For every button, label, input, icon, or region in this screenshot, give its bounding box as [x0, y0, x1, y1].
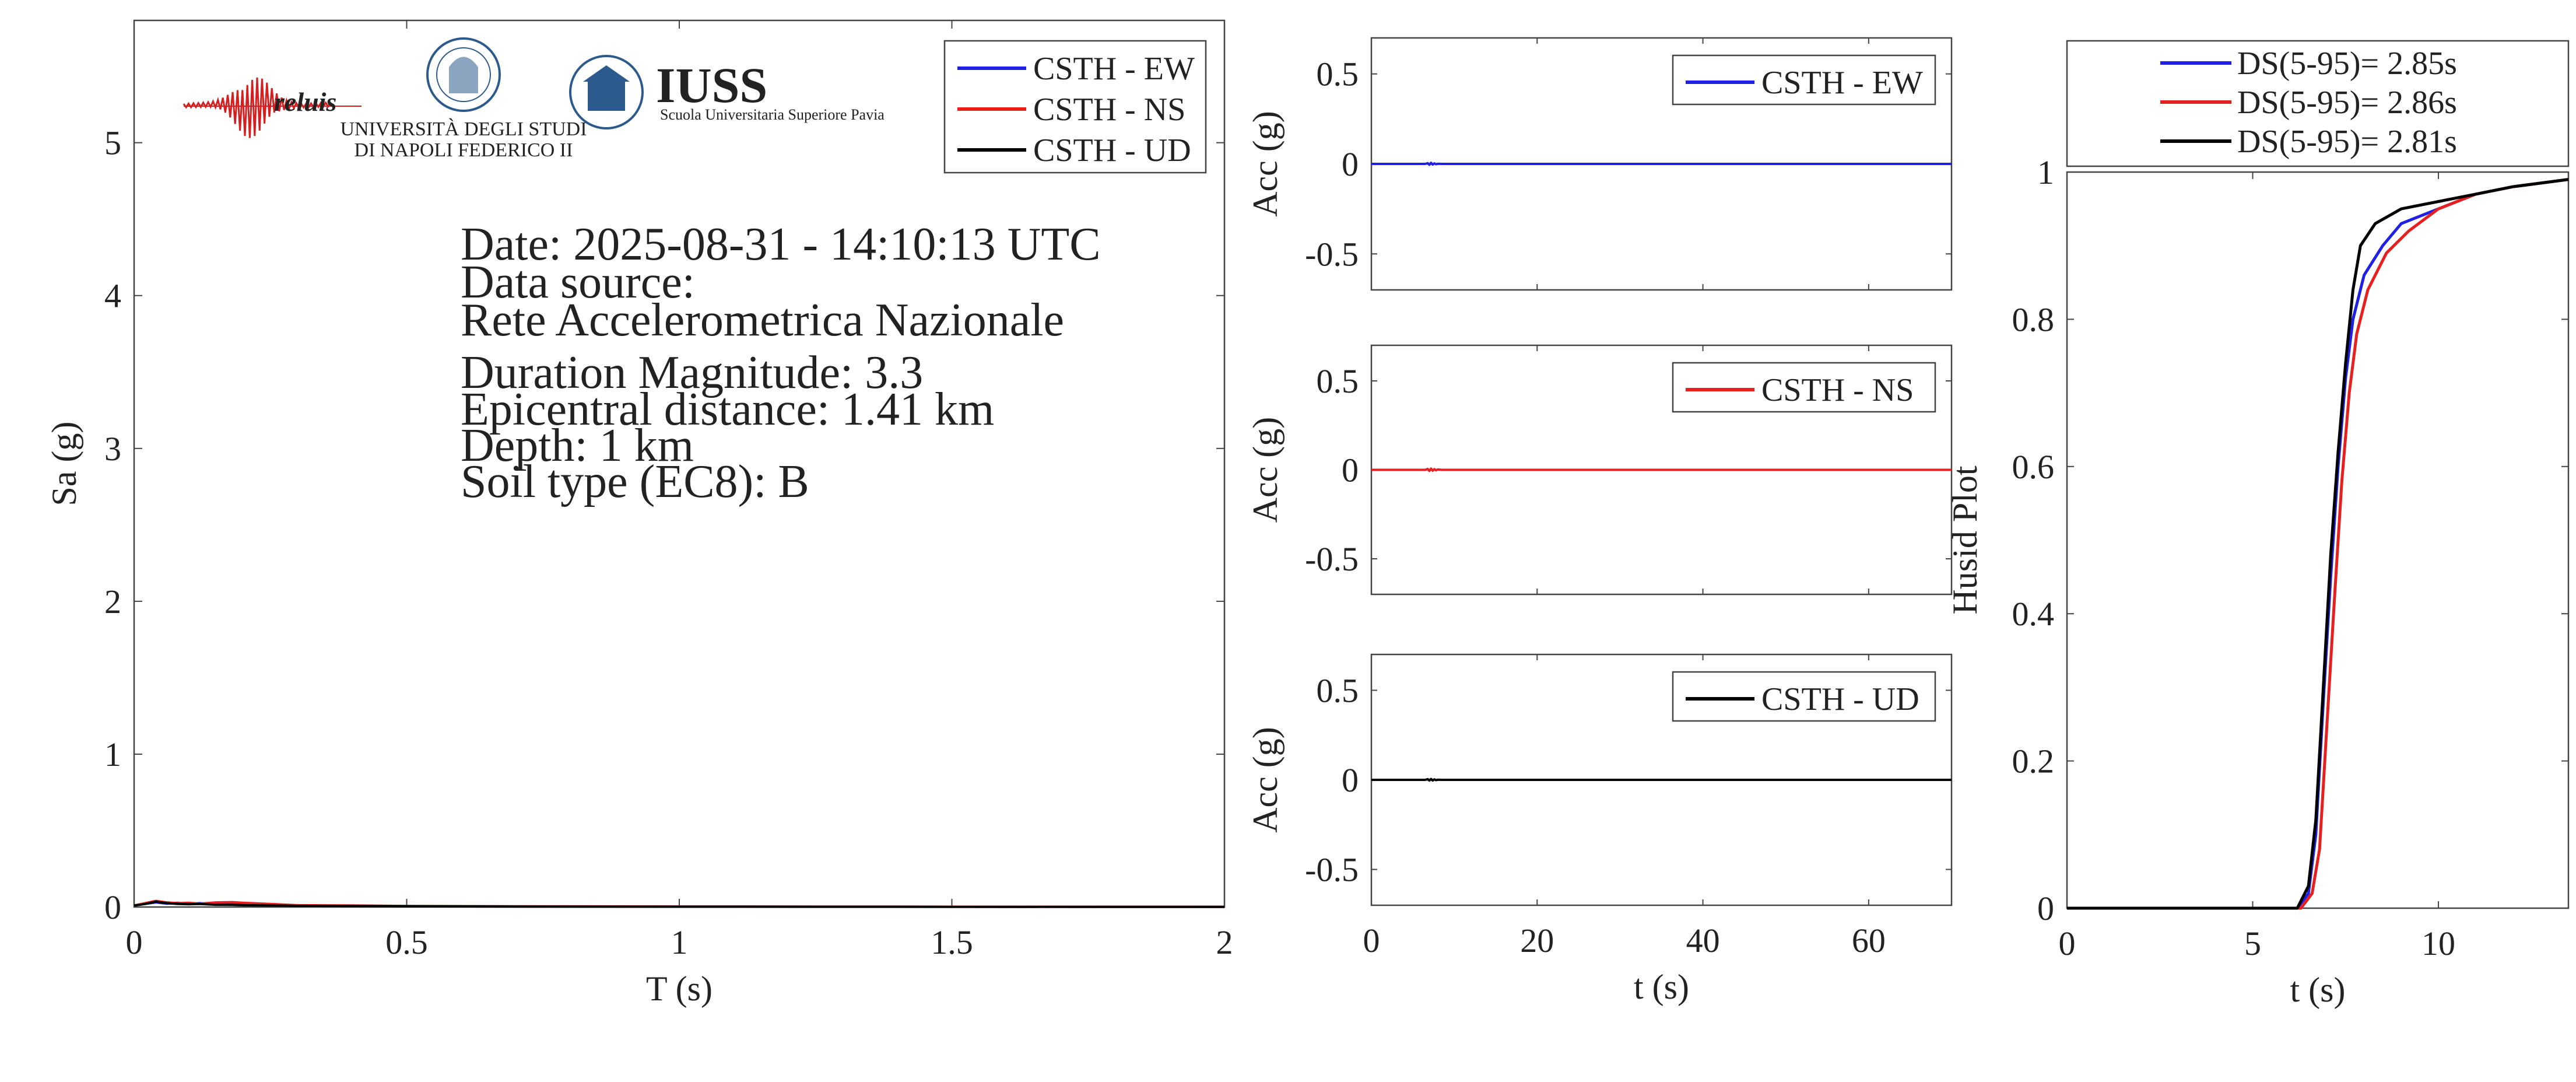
y-tick-label: 0.5 [1317, 362, 1359, 400]
x-tick-label: 0.5 [385, 923, 428, 961]
legend-entry: CSTH - EW [1033, 51, 1195, 87]
series-line [2067, 178, 2569, 910]
info-depth: Depth: 1 km [461, 420, 694, 471]
info-source: Rete Accelerometrica Nazionale [461, 295, 1064, 346]
x-tick-label: 1 [671, 923, 688, 961]
y-tick-label: 2 [104, 583, 121, 621]
x-tick-label: 60 [1852, 922, 1886, 960]
x-axis-label: t (s) [2290, 971, 2346, 1009]
x-tick-label: 1.5 [931, 923, 973, 961]
legend-box [1672, 362, 1936, 413]
x-tick-label: 20 [1520, 922, 1554, 960]
y-tick-label: -0.5 [1305, 540, 1359, 578]
y-tick-label: 0.5 [1317, 55, 1359, 93]
unina-seal-ring [436, 47, 491, 102]
y-tick-label: -0.5 [1305, 851, 1359, 889]
y-tick-label: 0.2 [2012, 743, 2055, 780]
y-tick-label: 4 [104, 277, 121, 315]
response-spectrum-chart: 0 0.5 1 1.5 2 0 1 2 3 4 5 T (s) Sa (g) CSTH - EW CSTH … [45, 19, 1233, 1008]
legend-box [1672, 54, 1936, 106]
legend-entry: CSTH - NS [1761, 372, 1914, 408]
legend-entry: CSTH - EW [1761, 65, 1923, 101]
y-tick-label: 3 [104, 430, 121, 468]
series-line [134, 900, 1224, 908]
y-tick-label: 0 [1342, 145, 1359, 183]
y-tick-label: 1 [2037, 153, 2054, 191]
x-tick-label: 0 [2059, 925, 2076, 962]
y-tick-label: 0.6 [2012, 448, 2055, 486]
legend-entry: DS(5-95)= 2.81s [2237, 124, 2457, 160]
series-line [1371, 467, 1952, 472]
info-distance: Epicentral distance: 1.41 km [461, 384, 994, 435]
iuss-logo-subtitle: Scuola Universitaria Superiore Pavia [660, 106, 885, 123]
legend-entry: CSTH - UD [1033, 132, 1191, 169]
y-tick-label: 1 [104, 736, 121, 773]
y-axis-label: Husid Plot [1946, 465, 1984, 614]
x-tick-label: 40 [1686, 922, 1720, 960]
acc-ns-chart: 0.5 0 -0.5 Acc (g) CSTH - NS [1246, 344, 1953, 596]
husid-chart: 0 5 10 0 0.2 0.4 0.6 0.8 1 t (s) Husid Plot DS(5-95… [1946, 40, 2570, 1009]
iuss-logo-text: IUSS [656, 57, 767, 113]
iuss-building-icon [588, 82, 625, 111]
unina-seal-figure [449, 57, 478, 93]
legend-entry: CSTH - UD [1761, 681, 1919, 717]
legend-box [1672, 671, 1936, 722]
acc-ew-chart: 0.5 0 -0.5 Acc (g) CSTH - EW [1246, 37, 1953, 291]
y-tick-label: 0.8 [2012, 300, 2055, 338]
y-axis-label: Acc (g) [1246, 417, 1285, 523]
y-tick-label: 0 [104, 888, 121, 926]
legend-entry: DS(5-95)= 2.85s [2237, 45, 2457, 82]
info-date: Date: 2025-08-31 - 14:10:13 UTC [461, 219, 1101, 270]
y-axis-label: Acc (g) [1246, 111, 1285, 217]
series-line [2067, 178, 2569, 910]
x-tick-label: 0 [1363, 922, 1380, 960]
y-axis-label: Acc (g) [1246, 727, 1285, 833]
x-axis-label: T (s) [646, 969, 713, 1008]
iuss-roof-icon [583, 65, 630, 82]
legend-entry: CSTH - NS [1033, 92, 1185, 128]
x-tick-label: 5 [2244, 925, 2261, 962]
series-line [1371, 162, 1952, 166]
y-axis-label: Sa (g) [45, 422, 83, 506]
unina-logo-line2: DI NAPOLI FEDERICO II [355, 139, 573, 161]
y-tick-label: 5 [104, 124, 121, 162]
info-source-label: Data source: [461, 257, 695, 308]
x-axis-label: t (s) [1634, 968, 1689, 1006]
legend-entry: DS(5-95)= 2.86s [2237, 85, 2457, 121]
y-tick-label: 0 [1342, 451, 1359, 489]
x-tick-label: 10 [2421, 925, 2455, 962]
reluis-logo-text: reluis [274, 87, 336, 117]
info-soil: Soil type (EC8): B [461, 456, 809, 507]
x-tick-label: 2 [1216, 923, 1233, 961]
acc-ud-chart: 0 20 40 600.50-0.5t (s)Acc (g)CSTH - UD [1246, 653, 1953, 1006]
y-tick-label: -0.5 [1305, 235, 1359, 273]
y-tick-label: 0 [2037, 890, 2054, 927]
series-line [1371, 778, 1952, 782]
seismogram-icon [183, 77, 332, 138]
y-tick-label: 0 [1342, 761, 1359, 799]
y-tick-label: 0.4 [2012, 595, 2055, 633]
unina-logo-line1: UNIVERSITÀ DEGLI STUDI [340, 118, 587, 140]
legend-box [2066, 40, 2570, 167]
x-tick-label: 0 [126, 923, 143, 961]
y-tick-label: 0.5 [1317, 671, 1359, 709]
info-magnitude: Duration Magnitude: 3.3 [461, 347, 923, 398]
